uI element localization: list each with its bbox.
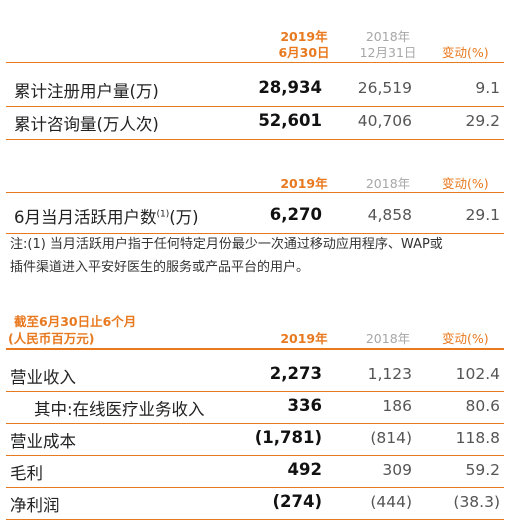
t3-row-prior: 309	[382, 461, 412, 479]
t3-header-prior-year: 2018年	[365, 331, 411, 346]
t3-row-prior: 186	[382, 397, 412, 415]
t1-header-change: 变动(%)	[442, 45, 489, 60]
t2-row-label-text: 6月当月活跃用户数	[14, 208, 157, 227]
t1-row-label: 累计注册用户量(万)	[14, 82, 159, 101]
t3-section-unit: (人民币百万元)	[8, 331, 95, 346]
t3-row-change: 59.2	[465, 461, 500, 479]
t3-row-label: 毛利	[10, 464, 43, 483]
t2-row-prior: 4,858	[367, 206, 412, 224]
t1-row-label: 累计咨询量(万人次)	[14, 115, 159, 134]
t1-row-prior: 40,706	[357, 112, 412, 130]
row-divider	[6, 487, 504, 488]
t3-header-rule	[6, 348, 504, 350]
t2-header-rule	[6, 192, 504, 193]
t1-header-prior-year: 2018年	[365, 29, 411, 44]
footnote-line-2: 插件渠道进入平安好医生的服务或产品平台的用户。	[10, 260, 310, 275]
t3-row-current: (274)	[272, 492, 322, 511]
t2-header-prior-year: 2018年	[365, 176, 411, 191]
t2-row-current: 6,270	[269, 205, 322, 224]
t3-row-current: 2,273	[269, 364, 322, 383]
t2-row-label-unit: (万)	[169, 208, 199, 227]
t1-header-current-date: 6月30日	[278, 45, 330, 60]
t3-row-current: 492	[287, 460, 322, 479]
t3-row-prior: (444)	[370, 493, 412, 511]
t2-header-current-year: 2019年	[280, 176, 328, 191]
t3-row-label: 其中:在线医疗业务收入	[34, 400, 205, 419]
t1-header-rule	[6, 62, 504, 63]
t1-row-prior: 26,519	[357, 79, 412, 97]
row-divider	[6, 455, 504, 456]
footnote-marker: (1)	[156, 209, 170, 220]
t1-row-change: 9.1	[475, 79, 500, 97]
t1-row-current: 52,601	[258, 111, 322, 130]
t3-row-change: (38.3)	[453, 493, 500, 511]
t1-header-current-year: 2019年	[280, 29, 328, 44]
t3-row-change: 118.8	[455, 429, 500, 447]
t2-bottom-rule	[6, 233, 504, 234]
footnote-line-1: 注:(1) 当月活跃用户指于任何特定月份最少一次通过移动应用程序、WAP或	[10, 237, 443, 252]
t3-row-current: (1,781)	[254, 428, 322, 447]
t1-row-current: 28,934	[258, 78, 322, 97]
row-divider	[6, 391, 504, 392]
t3-header-change: 变动(%)	[442, 331, 489, 346]
t3-bottom-rule	[6, 519, 504, 520]
t3-row-prior: (814)	[370, 429, 412, 447]
t2-row-change: 29.1	[465, 206, 500, 224]
t3-row-change: 102.4	[455, 365, 500, 383]
t3-row-label: 净利润	[10, 496, 60, 515]
t1-header-prior-date: 12月31日	[359, 45, 417, 60]
row-divider	[6, 106, 504, 107]
t3-section-title: 截至6月30日止6个月	[14, 314, 137, 329]
t3-row-label: 营业成本	[10, 432, 76, 451]
row-divider	[6, 423, 504, 424]
t2-header-change: 变动(%)	[442, 176, 489, 191]
t3-header-current-year: 2019年	[280, 331, 328, 346]
t2-row-label: 6月当月活跃用户数(1)(万)	[14, 204, 199, 228]
t3-row-label: 营业收入	[10, 368, 76, 387]
t1-bottom-rule	[6, 139, 504, 140]
t1-row-change: 29.2	[465, 112, 500, 130]
t3-row-current: 336	[287, 396, 322, 415]
t3-row-prior: 1,123	[367, 365, 412, 383]
t3-row-change: 80.6	[465, 397, 500, 415]
